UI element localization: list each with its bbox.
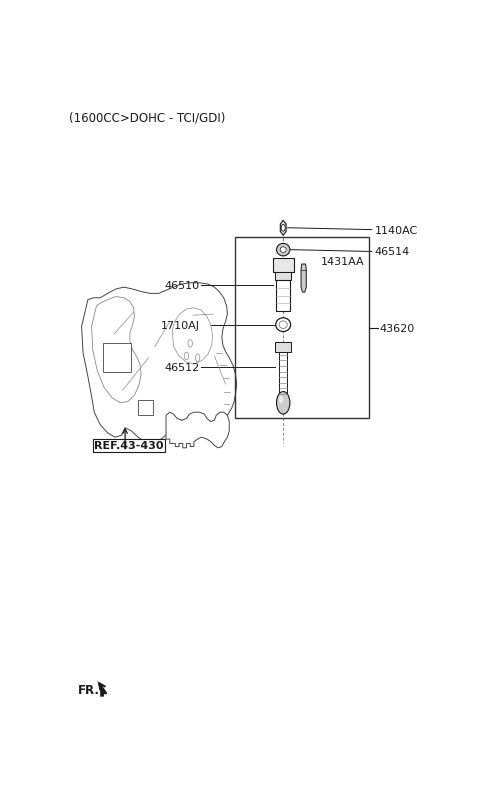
Bar (103, 344, 131, 372)
Polygon shape (280, 221, 286, 236)
Ellipse shape (276, 319, 290, 333)
Polygon shape (92, 297, 141, 403)
Text: 46512: 46512 (164, 362, 200, 372)
Polygon shape (166, 413, 229, 448)
Text: 46514: 46514 (374, 247, 409, 257)
Circle shape (188, 341, 192, 348)
Circle shape (184, 353, 189, 360)
Polygon shape (301, 264, 306, 293)
Circle shape (276, 392, 290, 414)
Text: 43620: 43620 (380, 324, 415, 333)
Polygon shape (82, 283, 237, 442)
Circle shape (195, 354, 200, 362)
Text: FR.: FR. (78, 683, 100, 696)
Text: REF.43-430: REF.43-430 (94, 441, 164, 451)
Text: 1140AC: 1140AC (374, 225, 418, 235)
Text: 1431AA: 1431AA (321, 256, 364, 267)
Bar (276, 281, 290, 311)
Polygon shape (172, 308, 213, 365)
Circle shape (281, 225, 285, 232)
Bar (235, 238, 369, 419)
Polygon shape (97, 680, 107, 697)
Text: 1710AJ: 1710AJ (160, 320, 200, 330)
Text: (1600CC>DOHC - TCI/GDI): (1600CC>DOHC - TCI/GDI) (69, 111, 226, 124)
Bar (275, 272, 291, 281)
Bar (279, 353, 287, 397)
Bar (138, 400, 153, 416)
Bar (276, 343, 291, 353)
Ellipse shape (276, 244, 290, 256)
Text: 46510: 46510 (164, 281, 200, 291)
Circle shape (279, 396, 284, 404)
Ellipse shape (279, 321, 288, 329)
Ellipse shape (280, 247, 286, 253)
Bar (273, 259, 294, 272)
